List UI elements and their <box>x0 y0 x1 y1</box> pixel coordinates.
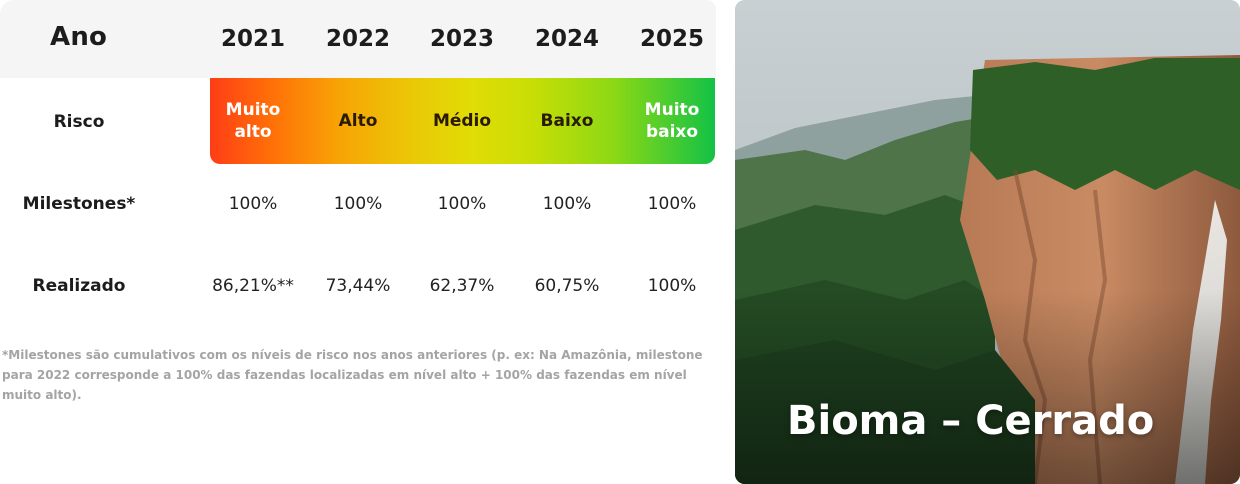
milestones-row-label: Milestones* <box>22 194 136 214</box>
biome-title: Bioma – Cerrado <box>787 398 1155 444</box>
year-header-2021: 2021 <box>220 26 285 52</box>
table-header-band <box>0 0 716 78</box>
milestone-cell-2021: 100% <box>228 194 278 214</box>
achieved-row-label: Realizado <box>32 276 126 296</box>
risk-cell-2024: Baixo <box>540 111 594 131</box>
year-header-2025: 2025 <box>639 26 704 52</box>
milestone-cell-2025: 100% <box>647 194 697 214</box>
risk-cell-2023: Médio <box>432 111 492 131</box>
risk-row-label: Risco <box>53 112 105 132</box>
milestones-footnote: *Milestones são cumulativos com os nívei… <box>2 348 703 402</box>
risk-cell-2021: Muito alto <box>225 100 281 142</box>
risk-gradient-bar <box>210 78 715 164</box>
milestone-cell-2023: 100% <box>437 194 487 214</box>
cerrado-landscape-image <box>735 0 1240 484</box>
risk-cell-2025: Muito baixo <box>644 100 700 142</box>
achieved-cell-2024: 60,75% <box>534 276 600 296</box>
achieved-cell-2022: 73,44% <box>325 276 391 296</box>
achieved-cell-2023: 62,37% <box>429 276 495 296</box>
achieved-cell-2025: 100% <box>647 276 697 296</box>
achieved-cell-2021: 86,21%** <box>212 276 294 296</box>
milestone-cell-2024: 100% <box>542 194 592 214</box>
biome-photo-card: Bioma – Cerrado <box>735 0 1240 484</box>
milestones-table: Ano 2021 2022 2023 2024 2025 Risco Muito… <box>0 0 716 402</box>
year-header-2022: 2022 <box>325 26 390 52</box>
milestone-cell-2022: 100% <box>333 194 383 214</box>
year-header-2023: 2023 <box>429 26 494 52</box>
risk-cell-2022: Alto <box>338 111 378 131</box>
year-header-2024: 2024 <box>534 26 599 52</box>
year-header-label: Ano <box>50 22 108 52</box>
